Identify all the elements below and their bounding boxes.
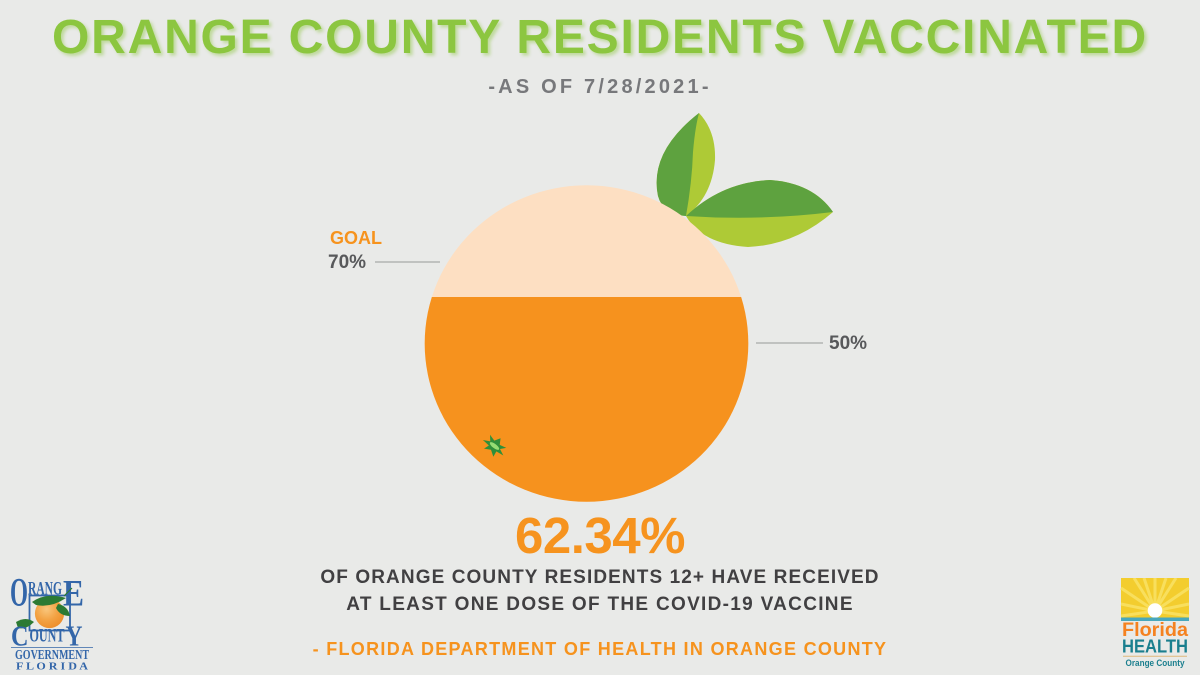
- svg-text:O: O: [10, 576, 28, 615]
- svg-text:RANG: RANG: [28, 579, 62, 600]
- svg-text:Y: Y: [66, 622, 83, 653]
- svg-text:Orange County: Orange County: [1126, 658, 1186, 669]
- svg-text:OUNT: OUNT: [30, 626, 65, 647]
- svg-text:HEALTH: HEALTH: [1122, 637, 1188, 657]
- svg-text:E: E: [63, 576, 84, 615]
- svg-text:Florida: Florida: [1122, 620, 1188, 641]
- svg-text:C: C: [11, 622, 29, 653]
- svg-text:GOVERNMENT: GOVERNMENT: [15, 648, 89, 663]
- svg-text:F L O R I D A: F L O R I D A: [16, 662, 89, 673]
